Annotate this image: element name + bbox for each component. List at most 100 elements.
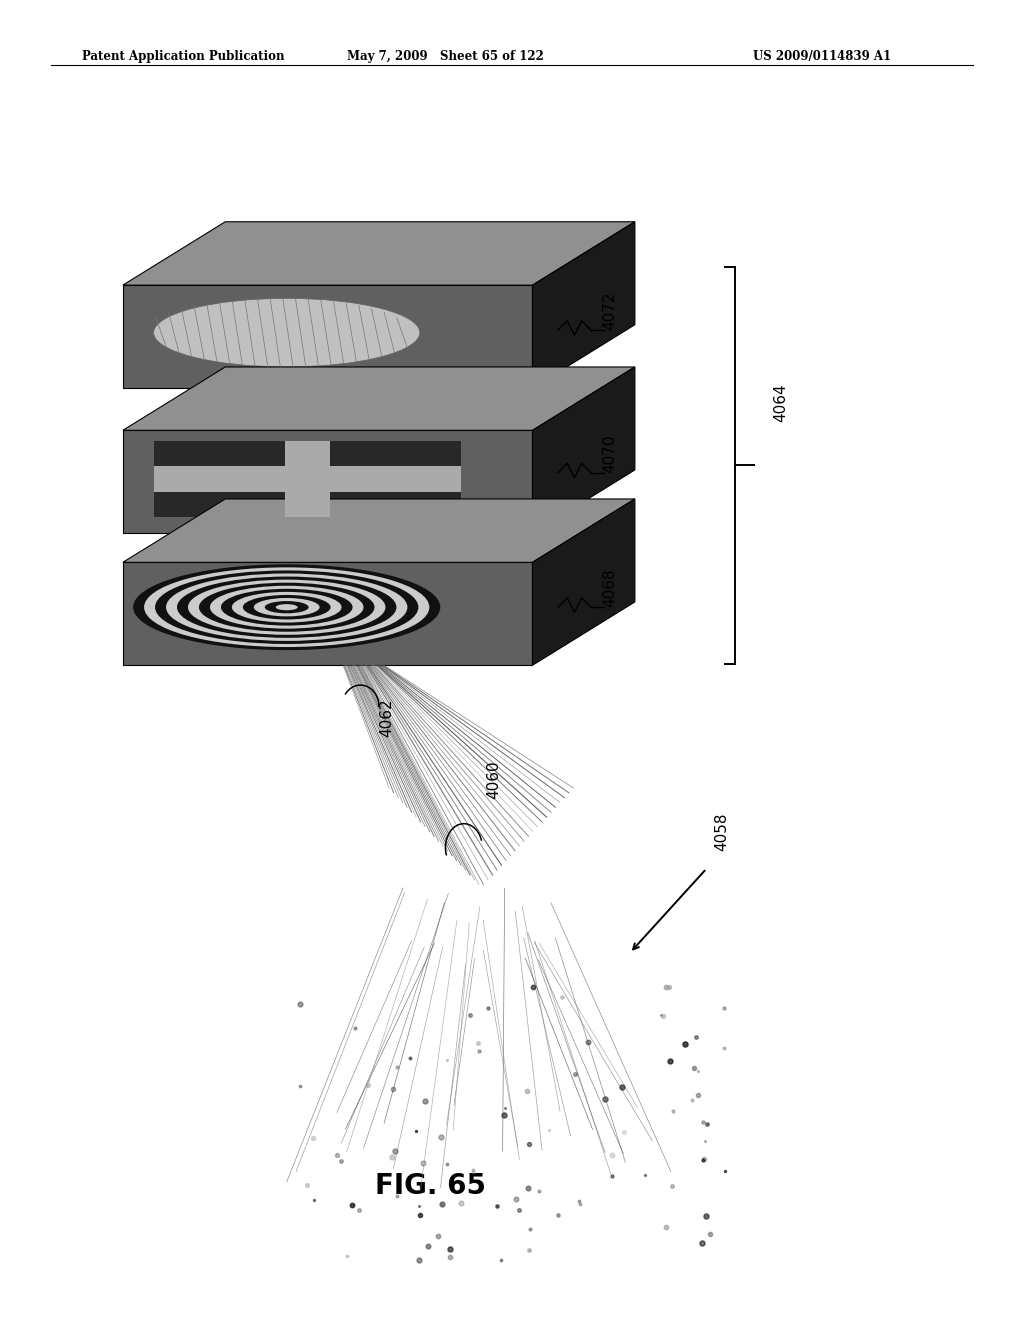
Text: 4072: 4072 bbox=[602, 292, 616, 330]
Point bbox=[329, 1144, 345, 1166]
Ellipse shape bbox=[166, 573, 408, 642]
Point bbox=[525, 977, 542, 998]
Point bbox=[663, 1051, 679, 1072]
Point bbox=[688, 1027, 705, 1048]
Polygon shape bbox=[123, 285, 532, 388]
Point bbox=[417, 1090, 433, 1111]
Point bbox=[439, 1049, 456, 1071]
Text: May 7, 2009   Sheet 65 of 122: May 7, 2009 Sheet 65 of 122 bbox=[347, 50, 544, 63]
Point bbox=[412, 1249, 428, 1270]
Ellipse shape bbox=[199, 582, 375, 632]
Point bbox=[717, 1160, 733, 1181]
Text: 4070: 4070 bbox=[602, 434, 616, 473]
Point bbox=[554, 986, 570, 1007]
Point bbox=[442, 1239, 459, 1261]
Point bbox=[695, 1111, 712, 1133]
Point bbox=[420, 1236, 436, 1257]
Point bbox=[655, 1006, 672, 1027]
Point bbox=[613, 1076, 630, 1097]
Polygon shape bbox=[285, 441, 330, 517]
Point bbox=[415, 1152, 431, 1173]
Text: 4064: 4064 bbox=[773, 384, 787, 422]
Point bbox=[429, 1225, 445, 1246]
Polygon shape bbox=[154, 441, 461, 517]
Ellipse shape bbox=[243, 595, 331, 619]
Point bbox=[597, 1088, 613, 1109]
Point bbox=[511, 1199, 527, 1220]
Point bbox=[666, 1101, 682, 1122]
Point bbox=[664, 1175, 680, 1196]
Point bbox=[570, 1191, 587, 1212]
Point bbox=[413, 1204, 429, 1225]
Ellipse shape bbox=[144, 568, 429, 647]
Point bbox=[518, 1081, 535, 1102]
Point bbox=[571, 1193, 588, 1214]
Point bbox=[389, 1056, 406, 1077]
Point bbox=[698, 1114, 715, 1135]
Point bbox=[359, 1074, 376, 1096]
Ellipse shape bbox=[154, 298, 420, 367]
Point bbox=[389, 1185, 406, 1206]
Point bbox=[508, 1189, 524, 1210]
Point bbox=[496, 1105, 512, 1126]
Point bbox=[479, 997, 496, 1018]
Point bbox=[684, 1089, 700, 1110]
Point bbox=[387, 1140, 403, 1162]
Point bbox=[347, 1016, 364, 1038]
Point bbox=[385, 1078, 401, 1100]
Point bbox=[305, 1127, 322, 1148]
Point bbox=[292, 994, 308, 1015]
Ellipse shape bbox=[133, 565, 440, 649]
Point bbox=[701, 1224, 718, 1245]
Point bbox=[339, 1246, 355, 1267]
Ellipse shape bbox=[265, 601, 308, 614]
Point bbox=[615, 1122, 632, 1143]
Point bbox=[350, 1200, 367, 1221]
Ellipse shape bbox=[254, 598, 319, 616]
Point bbox=[488, 1196, 505, 1217]
Point bbox=[567, 1064, 584, 1085]
Text: Patent Application Publication: Patent Application Publication bbox=[82, 50, 285, 63]
Point bbox=[411, 1195, 427, 1216]
Polygon shape bbox=[123, 499, 635, 562]
Point bbox=[604, 1144, 621, 1166]
Point bbox=[652, 1005, 669, 1026]
Ellipse shape bbox=[155, 570, 419, 644]
Point bbox=[716, 1038, 732, 1059]
Polygon shape bbox=[123, 562, 532, 665]
Polygon shape bbox=[532, 222, 635, 388]
Point bbox=[695, 1150, 712, 1171]
Polygon shape bbox=[154, 466, 461, 492]
Point bbox=[685, 1057, 701, 1078]
Point bbox=[441, 1246, 458, 1267]
Point bbox=[434, 1193, 451, 1214]
Point bbox=[433, 1126, 450, 1147]
Point bbox=[637, 1166, 653, 1187]
Point bbox=[716, 998, 732, 1019]
Point bbox=[454, 1192, 470, 1213]
Point bbox=[658, 1217, 675, 1238]
Point bbox=[465, 1159, 481, 1180]
Point bbox=[521, 1239, 538, 1261]
Point bbox=[522, 1218, 539, 1239]
Point bbox=[697, 1206, 714, 1228]
Point bbox=[462, 1005, 478, 1026]
Point bbox=[470, 1032, 486, 1053]
Point bbox=[305, 1189, 322, 1210]
Point bbox=[465, 1162, 481, 1183]
Point bbox=[541, 1119, 557, 1140]
Polygon shape bbox=[123, 430, 532, 533]
Point bbox=[690, 1084, 707, 1105]
Point bbox=[531, 1180, 548, 1201]
Polygon shape bbox=[123, 367, 635, 430]
Text: FIG. 65: FIG. 65 bbox=[375, 1172, 485, 1200]
Point bbox=[383, 1147, 399, 1168]
Point bbox=[497, 1098, 513, 1119]
Point bbox=[657, 977, 674, 998]
Point bbox=[604, 1166, 621, 1187]
Point bbox=[470, 1040, 486, 1061]
Point bbox=[696, 1148, 713, 1170]
Point bbox=[291, 1074, 307, 1096]
Point bbox=[550, 1205, 566, 1226]
Polygon shape bbox=[532, 499, 635, 665]
